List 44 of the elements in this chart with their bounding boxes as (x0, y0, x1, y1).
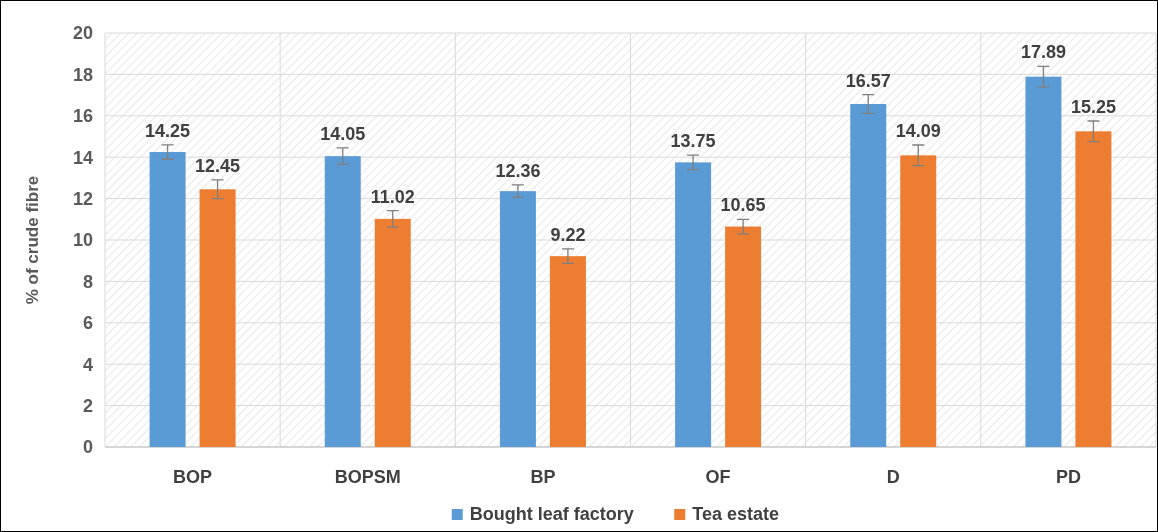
y-tick-label: 12 (72, 188, 93, 209)
y-tick-label: 2 (82, 395, 93, 416)
data-label: 13.75 (670, 131, 716, 152)
y-tick-label: 18 (72, 64, 93, 85)
bar (850, 104, 887, 447)
y-tick-label: 6 (82, 313, 93, 334)
bar (549, 256, 586, 447)
data-label: 9.22 (550, 224, 586, 245)
y-tick-label: 10 (72, 230, 93, 251)
y-axis-title: % of crude fibre (23, 175, 42, 305)
legend-label: Bought leaf factory (469, 504, 634, 524)
bar (675, 162, 712, 447)
y-tick-label: 14 (72, 147, 93, 168)
x-tick-label: BOPSM (334, 467, 401, 487)
data-label: 14.05 (320, 123, 366, 144)
y-tick-label: 16 (72, 106, 93, 127)
x-tick-label: D (886, 467, 900, 487)
y-tick-label: 20 (72, 23, 93, 44)
y-tick-label: 8 (82, 271, 93, 292)
bar (324, 156, 361, 447)
data-label: 15.25 (1070, 96, 1116, 117)
bar (199, 189, 236, 447)
data-label: 11.02 (370, 186, 415, 207)
x-tick-label: BP (530, 467, 556, 487)
bar (499, 191, 536, 447)
bar (149, 152, 186, 447)
bar (900, 155, 937, 447)
data-label: 12.45 (195, 155, 241, 176)
data-label: 17.89 (1020, 42, 1066, 63)
bar (1075, 131, 1112, 447)
data-label: 16.57 (845, 70, 891, 91)
y-tick-label: 4 (82, 354, 93, 375)
data-label: 14.09 (895, 120, 941, 141)
x-tick-label: OF (705, 467, 731, 487)
bar (725, 226, 762, 447)
data-label: 10.65 (720, 195, 766, 216)
x-tick-label: BOP (173, 467, 213, 487)
y-tick-label: 0 (82, 437, 93, 458)
legend-label: Tea estate (692, 504, 779, 524)
x-tick-label: PD (1055, 467, 1081, 487)
data-label: 12.36 (495, 160, 541, 181)
bar (374, 218, 411, 447)
bar (1025, 76, 1062, 447)
data-label: 14.25 (145, 120, 191, 141)
